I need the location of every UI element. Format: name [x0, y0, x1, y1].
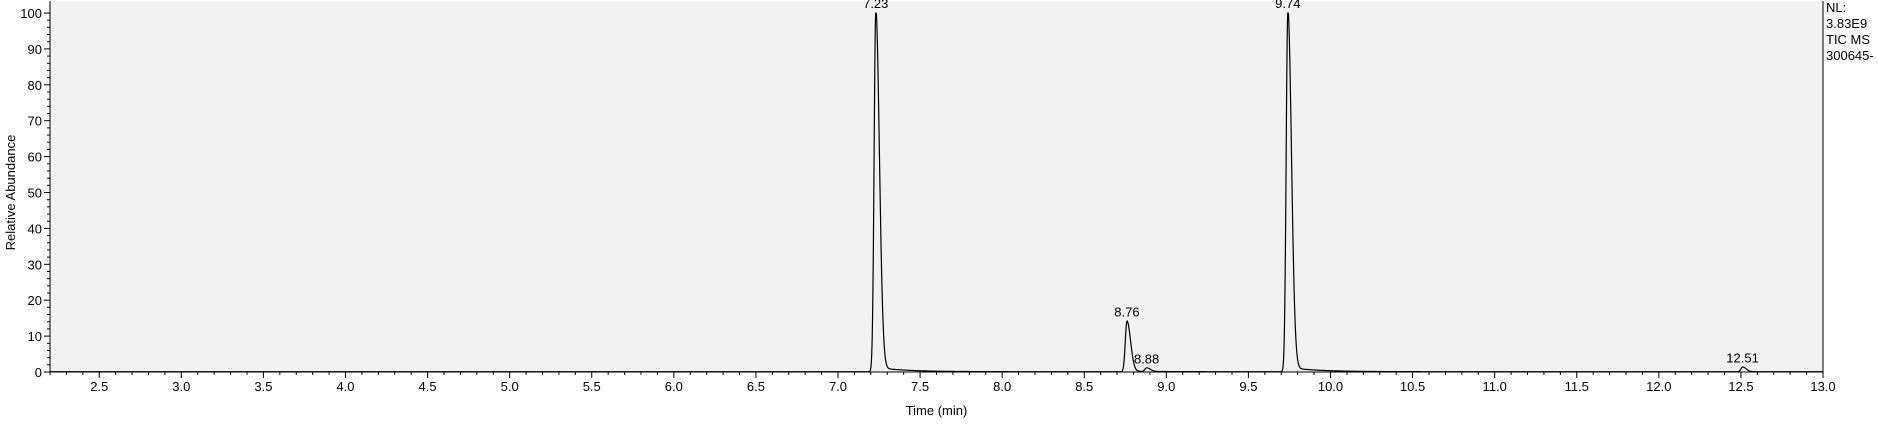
x-tick-label: 6.0: [665, 379, 683, 394]
y-axis-ticks: 0 10 20 30 40 50 60 70 80 90 100: [20, 6, 50, 380]
y-tick-label: 0: [35, 365, 42, 380]
tic-trace: [50, 12, 1823, 373]
x-axis-ticks: 2.5 3.0 3.5 4.0 4.5 5.0 5.5 6.0 6.5 7.0 7.5 8.0 8.5 9…: [49, 372, 1836, 394]
x-tick-label: 7.0: [829, 379, 847, 394]
nl-annotation: NL: 3.83E9 TIC MS 300645-: [1826, 0, 1874, 63]
x-tick-label: 13.0: [1810, 379, 1835, 394]
plot-area: [50, 1, 1823, 372]
x-tick-label: 8.0: [993, 379, 1011, 394]
peak-label: 8.76: [1114, 305, 1139, 320]
x-tick-label: 9.5: [1239, 379, 1257, 394]
peak-label: 9.74: [1275, 0, 1300, 11]
x-tick-label: 2.5: [90, 379, 108, 394]
y-tick-label: 100: [20, 6, 42, 21]
x-axis-title: Time (min): [906, 403, 968, 418]
x-tick-label: 9.0: [1157, 379, 1175, 394]
peak-labels: 7.23 8.76 8.88 9.74 12.51: [863, 0, 1759, 366]
y-tick-label: 60: [28, 150, 42, 165]
x-tick-label: 10.5: [1400, 379, 1425, 394]
x-tick-label: 4.5: [419, 379, 437, 394]
y-tick-label: 30: [28, 257, 42, 272]
y-tick-label: 20: [28, 293, 42, 308]
peak-label: 8.88: [1134, 351, 1159, 366]
y-tick-label: 10: [28, 329, 42, 344]
x-tick-label: 4.0: [336, 379, 354, 394]
x-tick-label: 8.5: [1075, 379, 1093, 394]
x-tick-label: 11.5: [1565, 379, 1589, 394]
x-tick-label: 5.0: [501, 379, 519, 394]
peak-label: 7.23: [863, 0, 888, 11]
x-tick-label: 12.0: [1646, 379, 1671, 394]
x-tick-label: 3.0: [172, 379, 190, 394]
x-tick-label: 10.0: [1318, 379, 1343, 394]
file-id-text: 300645-: [1826, 48, 1874, 63]
y-tick-label: 90: [28, 42, 42, 57]
x-tick-label: 6.5: [747, 379, 765, 394]
y-axis-title: Relative Abundance: [3, 135, 18, 251]
x-tick-label: 7.5: [911, 379, 929, 394]
y-tick-label: 70: [28, 114, 42, 129]
nl-value: 3.83E9: [1826, 16, 1867, 31]
x-tick-label: 3.5: [254, 379, 272, 394]
y-tick-label: 40: [28, 221, 42, 236]
y-tick-label: 50: [28, 186, 42, 201]
x-tick-label: 12.5: [1728, 379, 1753, 394]
x-tick-label: 5.5: [583, 379, 601, 394]
y-tick-label: 80: [28, 78, 42, 93]
nl-line: NL:: [1826, 0, 1846, 15]
peak-label: 12.51: [1726, 350, 1759, 365]
scan-filter-text: TIC MS: [1826, 32, 1870, 47]
x-tick-label: 11.0: [1482, 379, 1506, 394]
